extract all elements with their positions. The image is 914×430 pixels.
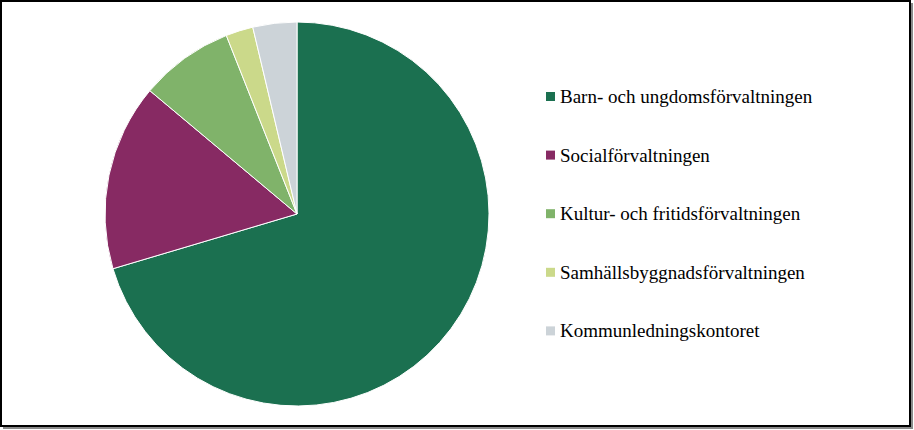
pie-slice	[253, 22, 297, 214]
legend-label: Samhällsbyggnadsförvaltningen	[560, 262, 805, 283]
legend-swatch	[546, 326, 555, 335]
legend-label: Barn- och ungdomsförvaltningen	[560, 86, 813, 107]
legend-swatch	[546, 268, 555, 277]
frame	[1, 1, 910, 426]
legend-label: Kultur- och fritidsförvaltningen	[560, 203, 801, 224]
legend-label: Socialförvaltningen	[560, 145, 710, 166]
chart-svg: Barn- och ungdomsförvaltningen Socialförv…	[0, 0, 914, 430]
legend-swatch	[546, 151, 555, 160]
legend: Barn- och ungdomsförvaltningen Socialförv…	[546, 86, 813, 341]
legend-label: Kommunledningskontoret	[560, 320, 760, 341]
pie	[105, 22, 489, 406]
legend-swatch	[546, 209, 555, 218]
chart-container: Barn- och ungdomsförvaltningen Socialförv…	[0, 0, 914, 430]
legend-swatch	[546, 92, 555, 101]
